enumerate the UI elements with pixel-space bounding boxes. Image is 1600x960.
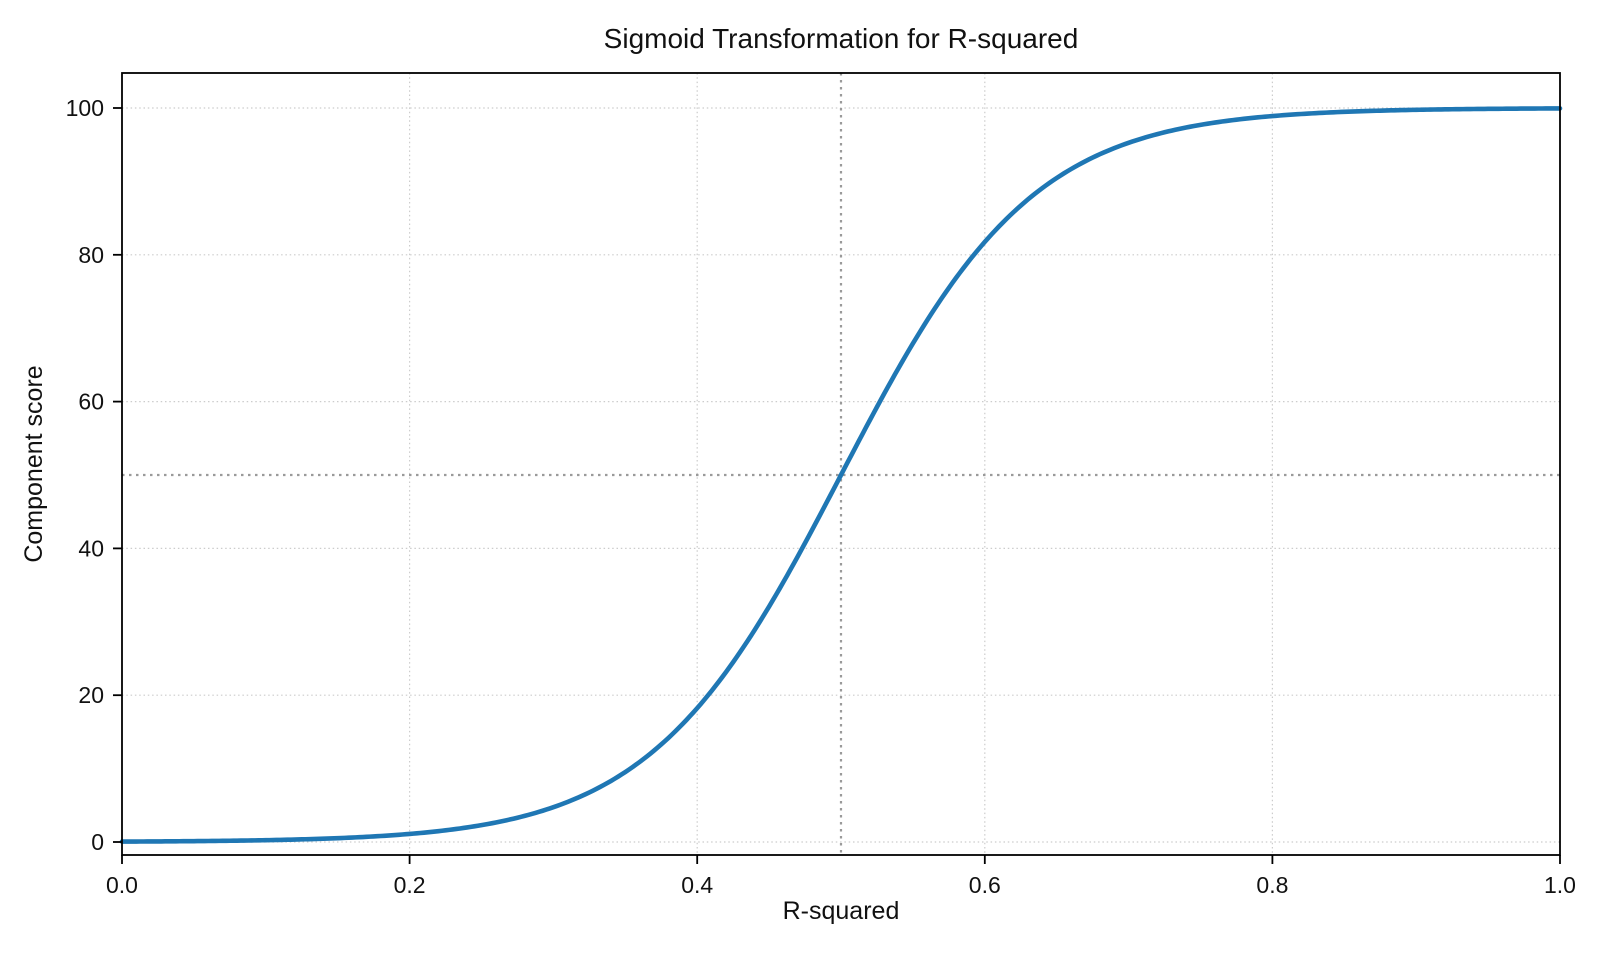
- y-tick-label: 0: [91, 829, 104, 855]
- x-tick-label: 0.6: [969, 872, 1001, 898]
- y-tick-label: 80: [78, 242, 104, 268]
- y-tick-label: 60: [78, 389, 104, 415]
- grid-layer: [122, 73, 1560, 855]
- x-tick-label: 1.0: [1544, 872, 1576, 898]
- y-axis-label: Component score: [20, 365, 48, 562]
- x-tick-label: 0.2: [394, 872, 426, 898]
- x-tick-label: 0.8: [1256, 872, 1288, 898]
- sigmoid-curve-path: [119, 106, 1563, 844]
- plot-border: [121, 72, 1561, 856]
- x-tick-label: 0.0: [106, 872, 138, 898]
- x-axis-label: R-squared: [783, 897, 900, 925]
- chart-title: Sigmoid Transformation for R-squared: [604, 23, 1079, 54]
- y-tick-label: 100: [66, 95, 104, 121]
- y-tick-label: 40: [78, 535, 104, 561]
- x-tick-label: 0.4: [681, 872, 713, 898]
- tick-marks: [113, 107, 1561, 864]
- reference-lines-layer: [122, 73, 1560, 855]
- sigmoid-curve: [119, 106, 1563, 844]
- y-tick-label: 20: [78, 682, 104, 708]
